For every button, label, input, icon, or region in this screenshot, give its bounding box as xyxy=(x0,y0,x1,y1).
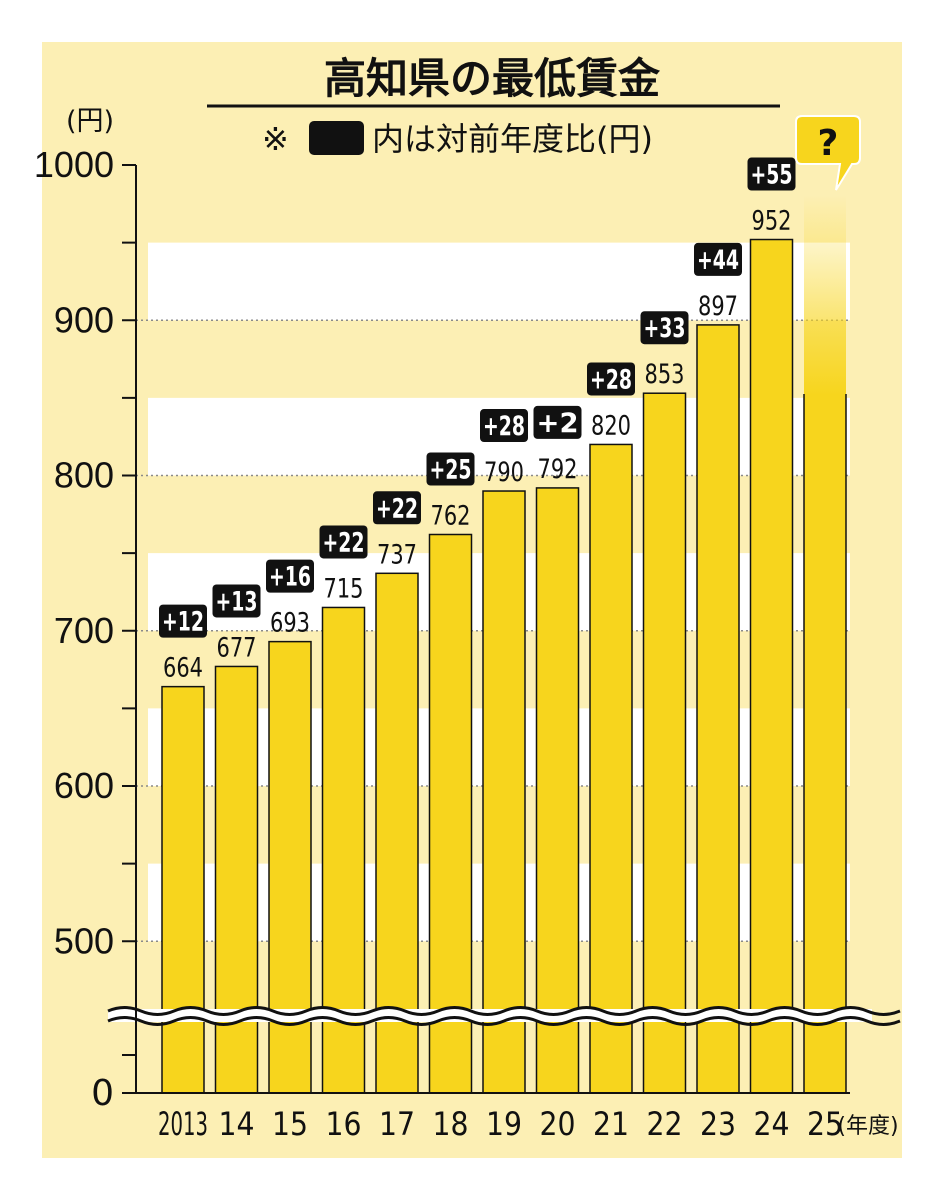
y-tick-label: 800 xyxy=(54,455,114,496)
chart-title: 高知県の最低賃金 xyxy=(324,54,661,103)
value-label: 715 xyxy=(324,573,364,604)
change-badge xyxy=(266,559,314,593)
x-axis-labels: 2013 14 15 16 17 18 19 20 21 22 23 24 25 xyxy=(158,1105,843,1143)
background-band xyxy=(148,242,850,321)
bar xyxy=(214,665,259,1094)
change-badge-label: +22 xyxy=(323,527,365,558)
bar xyxy=(642,392,687,1094)
change-badge-label: +2 xyxy=(537,408,579,439)
y-tick-label: 600 xyxy=(54,765,114,806)
y-tick-label: 1000 xyxy=(34,144,114,185)
bar xyxy=(161,685,205,1094)
bar-unknown xyxy=(804,394,846,1093)
change-badge-label: +16 xyxy=(269,562,311,593)
x-axis-unit: (年度) xyxy=(837,1114,898,1139)
bar xyxy=(589,443,633,1094)
bar-unknown-fade xyxy=(804,195,846,395)
bar xyxy=(749,238,794,1094)
value-label: 853 xyxy=(645,359,685,390)
value-label: 737 xyxy=(377,539,417,570)
x-tick-label: 24 xyxy=(754,1105,790,1143)
bar xyxy=(482,490,526,1094)
change-badge xyxy=(533,405,582,439)
data-labels: 664 +12 677 +13 693 +16 715 +22 737 +22 762 +25 790 +… xyxy=(159,157,796,684)
value-label: 820 xyxy=(591,410,631,441)
value-label: 693 xyxy=(270,608,310,639)
note-black-box-icon xyxy=(309,121,364,155)
change-badge-label: +55 xyxy=(751,160,793,191)
x-tick-label: 20 xyxy=(540,1105,576,1143)
x-tick-label: 22 xyxy=(647,1105,683,1143)
chart-subtitle: 内は対前年度比(円) xyxy=(372,120,653,158)
axis-break-line-bottom xyxy=(107,1016,901,1026)
callout-bubble: ? xyxy=(795,115,861,191)
x-tick-label: 21 xyxy=(593,1105,629,1143)
x-tick-label: 16 xyxy=(326,1105,362,1143)
title-block: 高知県の最低賃金 ※ 内は対前年度比(円) xyxy=(207,54,780,158)
x-tick-label: 2013 xyxy=(158,1105,208,1143)
change-badge-label: +13 xyxy=(216,586,258,617)
change-badge-label: +28 xyxy=(590,364,632,395)
value-label: 664 xyxy=(163,653,203,684)
bar xyxy=(428,533,473,1094)
change-badge xyxy=(587,362,635,396)
note-mark: ※ xyxy=(262,120,289,158)
change-badge-label: +28 xyxy=(483,411,525,442)
y-axis-unit: (円) xyxy=(66,106,114,137)
x-tick-label: 18 xyxy=(433,1105,469,1143)
y-tick-label: 900 xyxy=(54,299,114,340)
axis-break xyxy=(107,1006,901,1026)
change-badge xyxy=(373,491,421,525)
x-tick-label: 17 xyxy=(379,1105,415,1143)
x-tick-label: 19 xyxy=(486,1105,522,1143)
x-tick-label: 14 xyxy=(219,1105,255,1143)
y-tick-label: 700 xyxy=(54,610,114,651)
value-label: 762 xyxy=(431,500,471,531)
x-tick-label: 23 xyxy=(700,1105,736,1143)
bar xyxy=(535,487,580,1094)
value-label: 952 xyxy=(752,206,792,237)
change-badge xyxy=(694,242,742,276)
change-badge-label: +25 xyxy=(430,454,472,485)
change-badge-label: +12 xyxy=(162,607,204,638)
value-label: 792 xyxy=(538,454,578,485)
y-tick-label: 500 xyxy=(54,920,114,961)
x-tick-label: 15 xyxy=(272,1105,308,1143)
change-badge xyxy=(640,311,689,345)
value-label: 677 xyxy=(217,632,257,663)
change-badge-label: +33 xyxy=(644,313,686,344)
callout-question-mark: ? xyxy=(818,123,839,164)
y-axis: 500 600 700 800 900 1000 0 xyxy=(34,144,850,1114)
value-label: 790 xyxy=(484,457,524,488)
bars xyxy=(161,195,847,1094)
callout-shape xyxy=(795,115,861,191)
change-badge xyxy=(480,409,528,443)
change-badge xyxy=(212,584,261,618)
change-badge-label: +44 xyxy=(697,245,739,276)
change-badge-label: +22 xyxy=(376,493,418,524)
bar xyxy=(696,324,740,1094)
value-label: 897 xyxy=(698,291,738,322)
change-badge xyxy=(747,157,796,191)
change-badge xyxy=(426,452,475,486)
axis-break-line-top xyxy=(107,1006,901,1016)
change-badge xyxy=(159,604,207,638)
x-tick-label: 25 xyxy=(807,1105,843,1143)
y-tick-label: 0 xyxy=(91,1073,114,1114)
change-badge xyxy=(319,525,368,559)
